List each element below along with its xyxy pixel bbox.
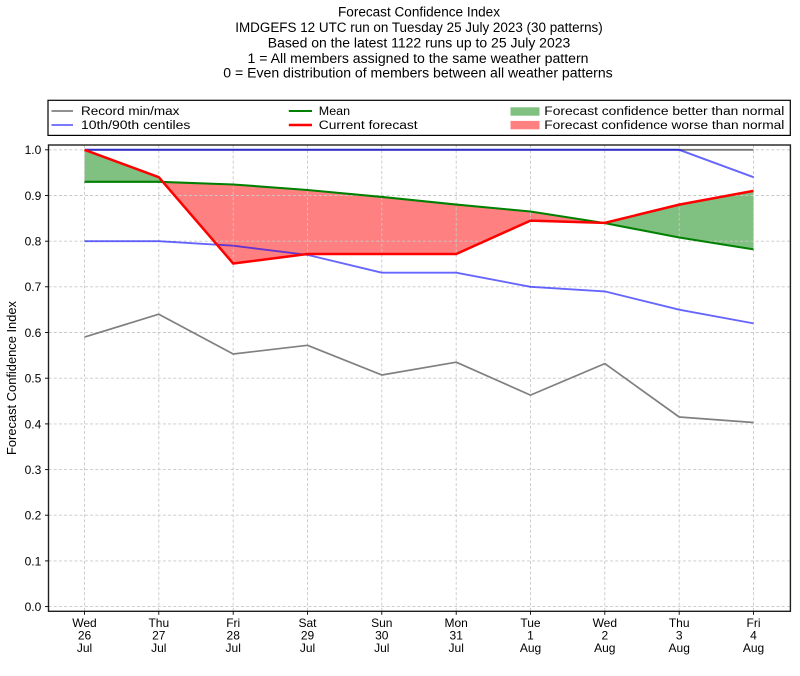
svg-text:Forecast Confidence Index: Forecast Confidence Index (4, 301, 19, 455)
svg-text:1.0: 1.0 (25, 143, 42, 157)
svg-text:Jul: Jul (151, 641, 166, 655)
svg-text:Jul: Jul (449, 641, 464, 655)
svg-text:Sun: Sun (371, 616, 392, 630)
svg-text:Thu: Thu (669, 616, 690, 630)
svg-text:0.9: 0.9 (25, 189, 42, 203)
svg-text:26: 26 (78, 629, 92, 643)
svg-text:IMDGEFS 12 UTC run on Tuesday: IMDGEFS 12 UTC run on Tuesday 25 July 20… (235, 20, 603, 35)
svg-text:2: 2 (601, 629, 608, 643)
svg-text:Thu: Thu (148, 616, 169, 630)
svg-text:0.4: 0.4 (25, 417, 42, 431)
svg-text:Wed: Wed (72, 616, 96, 630)
svg-text:Forecast confidence better tha: Forecast confidence better than normal (544, 106, 784, 118)
svg-text:31: 31 (450, 629, 464, 643)
svg-text:Sat: Sat (298, 616, 317, 630)
svg-text:10th/90th centiles: 10th/90th centiles (81, 120, 191, 132)
svg-text:Record min/max: Record min/max (81, 106, 180, 118)
svg-text:0.3: 0.3 (25, 463, 42, 477)
svg-text:Jul: Jul (300, 641, 315, 655)
svg-text:0.1: 0.1 (25, 554, 42, 568)
svg-text:3: 3 (676, 629, 683, 643)
svg-text:Fri: Fri (747, 616, 761, 630)
svg-text:Mon: Mon (445, 616, 468, 630)
svg-text:28: 28 (227, 629, 241, 643)
svg-text:30: 30 (375, 629, 389, 643)
svg-text:Fri: Fri (226, 616, 240, 630)
svg-text:Forecast confidence worse than: Forecast confidence worse than normal (544, 120, 784, 132)
svg-text:1: 1 (527, 629, 534, 643)
svg-text:Jul: Jul (77, 641, 92, 655)
svg-text:0 = Even distribution of membe: 0 = Even distribution of members between… (223, 66, 613, 81)
svg-text:0.0: 0.0 (25, 600, 42, 614)
svg-text:Aug: Aug (520, 641, 541, 655)
svg-text:0.8: 0.8 (25, 235, 42, 249)
svg-text:0.7: 0.7 (25, 280, 42, 294)
svg-text:0.6: 0.6 (25, 326, 42, 340)
svg-text:4: 4 (750, 629, 757, 643)
svg-text:Aug: Aug (669, 641, 690, 655)
svg-text:Forecast Confidence Index: Forecast Confidence Index (338, 5, 500, 20)
svg-text:1 = All members assigned to th: 1 = All members assigned to the same wea… (248, 51, 589, 66)
svg-text:Aug: Aug (743, 641, 764, 655)
svg-text:Jul: Jul (374, 641, 389, 655)
svg-text:27: 27 (152, 629, 166, 643)
svg-text:Based on the latest 1122 runs: Based on the latest 1122 runs up to 25 J… (268, 36, 571, 51)
svg-text:0.5: 0.5 (25, 372, 42, 386)
svg-text:Current forecast: Current forecast (319, 120, 419, 132)
svg-text:Wed: Wed (593, 616, 617, 630)
svg-text:Aug: Aug (594, 641, 615, 655)
svg-text:0.2: 0.2 (25, 509, 42, 523)
svg-text:29: 29 (301, 629, 315, 643)
svg-text:Tue: Tue (520, 616, 541, 630)
svg-text:Jul: Jul (226, 641, 241, 655)
svg-text:Mean: Mean (319, 106, 350, 118)
